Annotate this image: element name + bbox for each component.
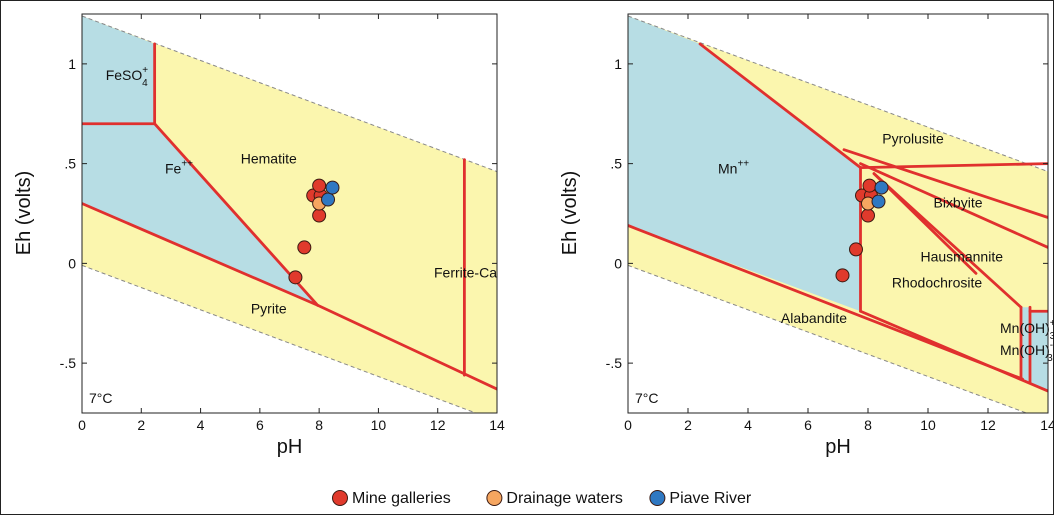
y-tick-label: -.5 bbox=[60, 355, 77, 371]
data-point-mine-galleries bbox=[312, 208, 327, 223]
data-point-mine-galleries bbox=[862, 178, 877, 193]
x-axis-title: pH bbox=[277, 436, 303, 458]
x-tick-label: 0 bbox=[624, 417, 632, 433]
plot-area bbox=[82, 15, 497, 413]
phase-boundary bbox=[859, 162, 1048, 249]
water-upper-dashed-line bbox=[82, 15, 497, 173]
axes-frame bbox=[627, 13, 1049, 414]
data-point-mine-galleries bbox=[835, 268, 850, 283]
phase-boundary bbox=[872, 172, 1023, 309]
data-point-piave-river bbox=[325, 180, 340, 195]
water-stability-field bbox=[82, 15, 497, 413]
phase-boundary bbox=[316, 303, 497, 391]
x-tick-label: 6 bbox=[256, 417, 264, 433]
y-tick-label: .5 bbox=[610, 156, 622, 172]
x-tick-label: 2 bbox=[137, 417, 145, 433]
data-point-mine-galleries bbox=[288, 270, 303, 285]
axes-frame bbox=[81, 13, 498, 414]
region-label-ferrite-ca: Ferrite-Ca bbox=[434, 264, 497, 280]
x-tick-label: 6 bbox=[804, 417, 812, 433]
legend-marker-piave-river bbox=[649, 490, 666, 506]
x-tick-label: 14 bbox=[489, 417, 505, 433]
phase-boundary bbox=[82, 202, 320, 307]
region-label-alabandite: Alabandite bbox=[781, 310, 847, 326]
region-fe bbox=[82, 123, 318, 306]
legend: Mine galleries Drainage waters Piave River bbox=[332, 490, 752, 507]
x-tick-label: 14 bbox=[1040, 417, 1054, 433]
data-point-piave-river bbox=[871, 194, 886, 209]
plot-area bbox=[628, 15, 1048, 413]
phase-boundary bbox=[859, 162, 1048, 170]
panel-2: Mn++ Pyrolusite Bixbyite Hausmannite Rhodoch… bbox=[559, 13, 1054, 458]
x-tick-label: 8 bbox=[864, 417, 872, 433]
x-tick-label: 12 bbox=[430, 417, 446, 433]
water-upper-dashed-line bbox=[628, 15, 1048, 173]
phase-boundary bbox=[859, 309, 1048, 393]
region-label-mn-oh-3: Mn(OH)+ 3 bbox=[1000, 318, 1054, 342]
y-axis-title: Eh (volts) bbox=[13, 171, 35, 255]
water-lower-dashed-line bbox=[82, 264, 478, 413]
x-tick-label: 2 bbox=[684, 417, 692, 433]
data-point-mine-galleries bbox=[297, 240, 312, 255]
y-tick-label: -.5 bbox=[606, 355, 623, 371]
data-point-piave-river bbox=[321, 192, 336, 207]
y-axis-title: Eh (volts) bbox=[559, 171, 581, 255]
region-label-mn: Mn++ bbox=[718, 159, 749, 177]
region-label-feso4: FeSO+ 4 bbox=[106, 65, 149, 89]
region-label-pyrolusite: Pyrolusite bbox=[882, 131, 944, 147]
temperature-label: 7°C bbox=[635, 390, 659, 406]
legend-marker-mine-galleries bbox=[332, 490, 348, 506]
region-mn bbox=[628, 15, 861, 312]
x-tick-label: 8 bbox=[315, 417, 323, 433]
x-tick-label: 4 bbox=[197, 417, 205, 433]
region-label-rhodochrosite: Rhodochrosite bbox=[892, 274, 982, 290]
x-tick-label: 0 bbox=[78, 417, 86, 433]
region-label-pyrite: Pyrite bbox=[251, 300, 287, 316]
y-tick-label: 1 bbox=[68, 56, 76, 72]
region-label-hematite: Hematite bbox=[241, 151, 297, 167]
region-label-hausmannite: Hausmannite bbox=[921, 248, 1004, 264]
y-tick-label: 0 bbox=[68, 255, 76, 271]
data-point-mine-galleries bbox=[312, 178, 327, 193]
panel-1: FeSO+ 4 Fe++ Hematite Pyrite Ferrite-Ca 0 2 4 6 8 1… bbox=[13, 13, 505, 458]
data-point-mine-galleries bbox=[861, 208, 875, 223]
region-label-mn-oh-3: Mn(OH)-3 bbox=[1000, 340, 1053, 364]
legend-label-mine-galleries: Mine galleries bbox=[352, 490, 451, 507]
y-tick-label: .5 bbox=[64, 156, 76, 172]
legend-label-drainage-waters: Drainage waters bbox=[506, 490, 623, 507]
y-tick-label: 0 bbox=[614, 255, 622, 271]
legend-marker-drainage-waters bbox=[486, 490, 503, 506]
data-point-mine-galleries bbox=[849, 242, 863, 257]
temperature-label: 7°C bbox=[89, 390, 113, 406]
phase-boundary bbox=[842, 148, 1048, 219]
phase-boundary bbox=[698, 42, 862, 170]
region-label-bixbyite: Bixbyite bbox=[933, 195, 982, 211]
legend-label-piave-river: Piave River bbox=[669, 490, 751, 507]
data-point-piave-river bbox=[874, 180, 889, 195]
x-tick-label: 4 bbox=[744, 417, 752, 433]
y-tick-label: 1 bbox=[614, 56, 622, 72]
x-tick-label: 12 bbox=[980, 417, 996, 433]
region-mn-oh-3 bbox=[1031, 311, 1048, 392]
region-label-fe: Fe++ bbox=[165, 159, 193, 177]
water-lower-dashed-line bbox=[628, 264, 1028, 413]
x-axis-title: pH bbox=[825, 436, 851, 458]
region-feso4 bbox=[82, 15, 155, 124]
x-tick-label: 10 bbox=[920, 417, 936, 433]
region-mn-oh-3 bbox=[1022, 307, 1030, 384]
x-tick-label: 10 bbox=[371, 417, 387, 433]
